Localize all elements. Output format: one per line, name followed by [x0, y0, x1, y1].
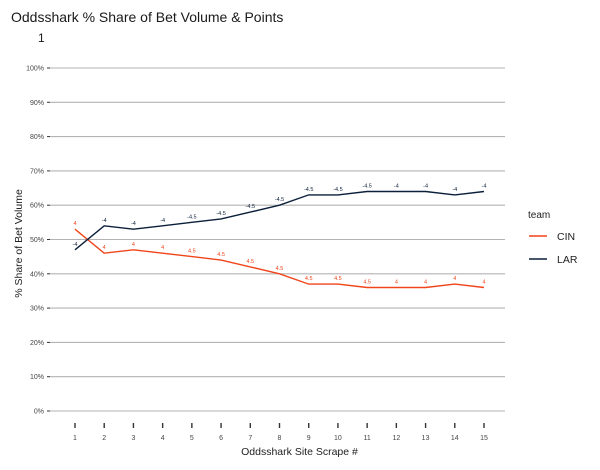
x-tick-label: 4: [161, 435, 165, 442]
point-label-cin: 4.5: [363, 280, 371, 286]
x-tick-label: 3: [131, 435, 135, 442]
point-label-lar: -4.5: [304, 187, 313, 193]
x-tick-label: 12: [392, 435, 400, 442]
legend-label-lar: LAR: [557, 254, 578, 266]
y-tick-label: 20%: [30, 340, 44, 347]
chart-title: Oddsshark % Share of Bet Volume & Points: [11, 9, 284, 25]
series-line-cin: [74, 228, 485, 289]
point-label-lar: -4: [160, 218, 165, 224]
x-tick-label: 7: [248, 435, 252, 442]
point-label-cin: 4: [453, 276, 456, 282]
point-label-cin: 4.5: [334, 276, 342, 282]
x-tick-label: 8: [278, 435, 282, 442]
x-tick-label: 11: [364, 435, 371, 442]
point-label-cin: 4: [103, 245, 106, 251]
legend-label-cin: CIN: [557, 231, 575, 243]
point-label-lar: -4.5: [275, 197, 284, 203]
point-label-cin: 4: [73, 221, 76, 227]
y-tick-label: 70%: [30, 168, 44, 175]
point-label-lar: -4: [394, 183, 399, 189]
x-tick-label: 9: [307, 435, 311, 442]
y-axis-label: % Share of Bet Volume: [13, 189, 25, 298]
point-label-cin: 4.5: [276, 266, 284, 272]
y-tick-label: 40%: [30, 271, 44, 278]
y-tick-label: 80%: [30, 134, 44, 141]
series-line-lar: [74, 190, 485, 251]
y-tick-label: 60%: [30, 203, 44, 210]
point-label-cin: 4.5: [246, 259, 254, 265]
point-label-cin: 4.5: [217, 252, 225, 258]
x-tick-label: 2: [102, 435, 106, 442]
y-tick-label: 30%: [30, 306, 44, 313]
point-label-lar: -4: [73, 242, 78, 248]
point-label-lar: -4.5: [333, 187, 342, 193]
x-tick-label: 13: [422, 435, 430, 442]
y-tick-label: 50%: [30, 237, 44, 244]
point-label-cin: 4: [395, 280, 398, 286]
point-label-cin: 4.5: [305, 276, 313, 282]
x-tick-label: 5: [190, 435, 194, 442]
point-label-cin: 4: [424, 280, 427, 286]
point-label-lar: -4: [131, 221, 136, 227]
y-tick-label: 10%: [30, 374, 44, 381]
point-label-cin: 4.5: [188, 249, 196, 255]
point-label-lar: -4.5: [187, 214, 196, 220]
point-label-lar: -4.5: [246, 204, 255, 210]
chart-subtitle: 1: [38, 31, 45, 45]
x-tick-label: 1: [73, 435, 77, 442]
point-label-cin: 4: [482, 280, 485, 286]
x-tick-label: 6: [219, 435, 223, 442]
point-label-lar: -4: [102, 218, 107, 224]
point-label-lar: -4: [482, 183, 487, 189]
legend-title: team: [528, 210, 550, 221]
y-tick-label: 90%: [30, 100, 44, 107]
x-axis-label: Oddsshark Site Scrape #: [241, 446, 358, 458]
point-label-lar: -4.5: [362, 183, 371, 189]
point-label-lar: -4: [452, 187, 457, 193]
x-tick-label: 14: [451, 435, 459, 442]
x-tick-label: 15: [480, 435, 488, 442]
y-tick-label: 100%: [26, 66, 44, 73]
point-label-cin: 4: [161, 245, 164, 251]
point-label-cin: 4: [132, 242, 135, 248]
y-tick-label: 0%: [34, 409, 44, 416]
point-label-lar: -4: [423, 183, 428, 189]
x-tick-label: 10: [334, 435, 342, 442]
point-label-lar: -4.5: [216, 211, 225, 217]
